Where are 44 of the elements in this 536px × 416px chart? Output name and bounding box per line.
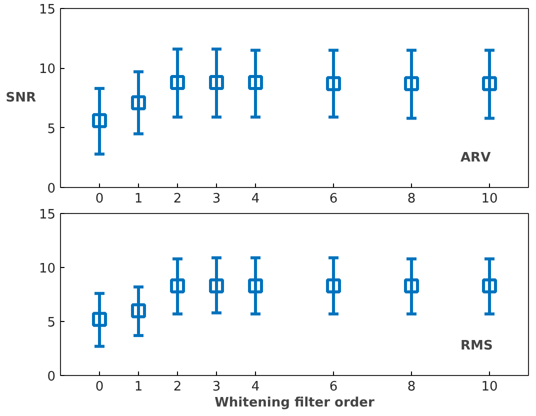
x-tick-label: 3 bbox=[212, 380, 221, 394]
point bbox=[209, 74, 224, 90]
x-tick-label: 0 bbox=[95, 380, 104, 394]
point bbox=[92, 312, 107, 327]
x-tick-label: 6 bbox=[329, 192, 338, 206]
x-tick-label: 1 bbox=[134, 380, 143, 394]
annotation: ARV bbox=[460, 150, 491, 166]
point bbox=[248, 278, 263, 294]
point bbox=[404, 278, 419, 294]
y-tick-label: 10 bbox=[38, 62, 56, 78]
point bbox=[131, 95, 146, 110]
point bbox=[326, 278, 341, 294]
x-tick-label: 8 bbox=[407, 192, 416, 206]
point bbox=[326, 76, 341, 92]
y-tick-label: 15 bbox=[38, 208, 56, 222]
y-tick-label: 5 bbox=[47, 122, 56, 137]
y-tick-label: 15 bbox=[38, 2, 56, 18]
point bbox=[170, 74, 185, 90]
x-axis-title: Whitening filter order bbox=[214, 396, 375, 410]
x-tick-label: 3 bbox=[212, 192, 221, 206]
annotation: RMS bbox=[460, 338, 493, 354]
x-tick-label: 4 bbox=[251, 192, 260, 206]
y-tick-label: 10 bbox=[38, 262, 56, 276]
point bbox=[482, 76, 497, 92]
point bbox=[92, 113, 107, 128]
x-tick-label: 0 bbox=[95, 192, 104, 206]
x-tick-label: 2 bbox=[173, 192, 182, 206]
y-tick-label: 0 bbox=[47, 182, 56, 196]
y-axis-title: SNR bbox=[6, 90, 36, 106]
x-tick-label: 10 bbox=[481, 192, 498, 206]
point bbox=[209, 278, 224, 294]
x-tick-label: 10 bbox=[481, 380, 498, 394]
x-tick-label: 8 bbox=[407, 380, 416, 394]
x-tick-label: 1 bbox=[134, 192, 143, 206]
point bbox=[170, 278, 185, 294]
x-tick-label: 6 bbox=[329, 380, 338, 394]
point bbox=[131, 303, 146, 318]
y-tick-label: 5 bbox=[47, 316, 56, 330]
point bbox=[248, 74, 263, 90]
y-tick-label: 0 bbox=[47, 370, 56, 384]
point bbox=[482, 278, 497, 294]
point bbox=[404, 76, 419, 92]
x-tick-label: 2 bbox=[173, 380, 182, 394]
x-tick-label: 4 bbox=[251, 380, 260, 394]
